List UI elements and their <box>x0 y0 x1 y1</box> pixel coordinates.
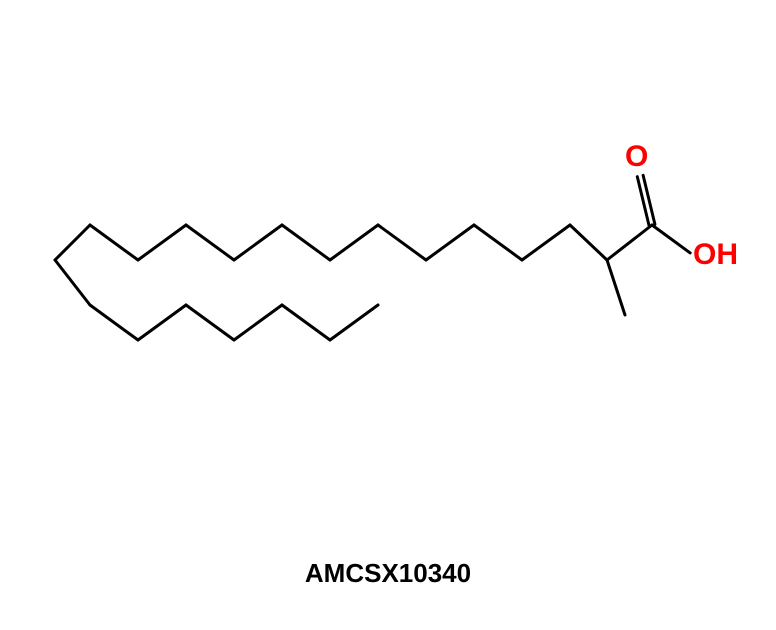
hydroxyl-label: OH <box>693 240 738 270</box>
chemical-structure-canvas: O OH AMCSX10340 <box>0 0 776 630</box>
bond-layer <box>0 0 776 630</box>
oxygen-double-bond-label: O <box>625 142 648 172</box>
compound-identifier: AMCSX10340 <box>0 560 776 586</box>
